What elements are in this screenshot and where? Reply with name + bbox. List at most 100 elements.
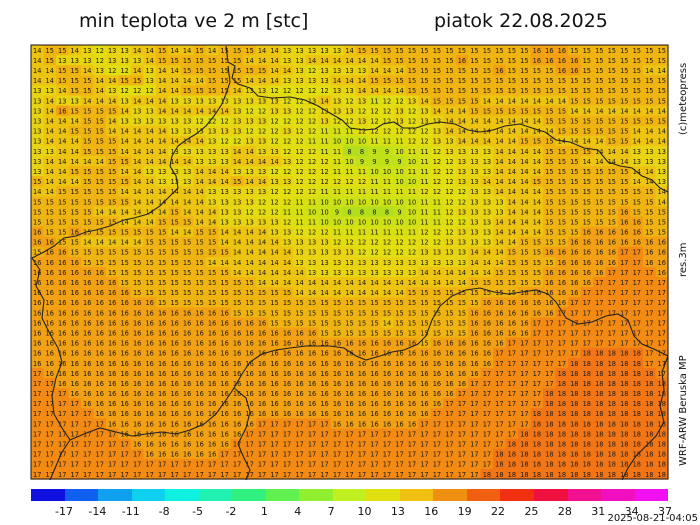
map-value-label: 15 (445, 47, 453, 55)
map-cell (168, 246, 182, 258)
map-value-label: 16 (233, 420, 241, 428)
map-cell (230, 428, 244, 440)
map-value-label: 18 (583, 360, 591, 368)
map-value-label: 12 (308, 67, 316, 75)
map-value-label: 17 (96, 461, 104, 469)
map-cell (268, 216, 282, 228)
map-cell (530, 408, 544, 420)
map-cell (405, 357, 419, 369)
map-cell (143, 277, 157, 288)
map-cell (430, 125, 444, 137)
map-value-label: 15 (483, 47, 491, 55)
map-cell (443, 307, 457, 319)
map-value-label: 15 (545, 138, 553, 146)
map-value-label: 16 (208, 360, 216, 368)
map-value-label: 12 (258, 198, 266, 206)
map-value-label: 13 (233, 218, 241, 226)
map-value-label: 15 (545, 198, 553, 206)
map-cell (580, 166, 594, 177)
map-cell (330, 196, 344, 208)
map-cell (105, 317, 120, 329)
map-cell (318, 226, 332, 238)
map-cell (268, 206, 282, 218)
map-value-label: 12 (145, 87, 153, 95)
map-value-label: 12 (383, 107, 391, 115)
map-cell (55, 337, 70, 349)
map-cell (480, 206, 494, 218)
map-value-label: 16 (83, 279, 91, 287)
map-cell (55, 357, 70, 369)
map-cell (468, 458, 482, 470)
map-value-label: 16 (83, 370, 91, 378)
map-value-label: 14 (483, 249, 491, 257)
map-cell (593, 216, 607, 228)
map-cell (280, 378, 294, 389)
map-cell (31, 408, 45, 420)
map-value-label: 15 (645, 208, 653, 216)
map-value-label: 16 (258, 329, 266, 337)
map-cell (555, 45, 569, 56)
map-cell (43, 398, 57, 409)
map-value-label: 16 (33, 259, 41, 267)
map-cell (80, 75, 95, 86)
map-cell (593, 458, 607, 470)
map-cell (243, 236, 257, 248)
map-cell (343, 95, 357, 107)
map-value-label: 14 (195, 198, 203, 206)
map-value-label: 14 (258, 57, 266, 65)
map-cell (218, 337, 232, 349)
map-value-label: 17 (308, 441, 316, 449)
map-cell (330, 135, 344, 147)
map-cell (55, 388, 70, 399)
map-cell (205, 327, 219, 339)
map-value-label: 15 (658, 118, 666, 126)
map-cell (405, 145, 419, 157)
map-cell (593, 236, 607, 248)
map-cell (455, 55, 469, 66)
map-cell (243, 438, 257, 450)
map-value-label: 17 (445, 410, 453, 418)
map-value-label: 16 (583, 249, 591, 257)
map-cell (80, 297, 95, 309)
map-cell (31, 65, 45, 76)
map-cell (543, 145, 557, 157)
map-value-label: 16 (46, 249, 54, 257)
map-cell (630, 448, 644, 460)
map-value-label: 15 (245, 67, 253, 75)
map-cell (393, 327, 407, 339)
map-value-label: 18 (620, 430, 628, 438)
map-value-label: 13 (320, 107, 328, 115)
map-value-label: 15 (583, 218, 591, 226)
map-cell (43, 256, 57, 268)
map-cell (218, 236, 232, 248)
map-cell (568, 367, 582, 379)
map-cell (593, 347, 607, 359)
map-value-label: 18 (595, 370, 603, 378)
map-value-label: 9 (372, 148, 376, 156)
map-cell (430, 65, 444, 76)
map-value-label: 16 (208, 380, 216, 388)
map-cell (205, 105, 219, 117)
map-value-label: 14 (233, 87, 241, 95)
map-value-label: 13 (345, 67, 353, 75)
map-value-label: 16 (170, 329, 178, 337)
map-value-label: 16 (58, 350, 66, 358)
map-cell (593, 287, 607, 298)
map-value-label: 13 (233, 107, 241, 115)
map-value-label: 15 (583, 77, 591, 85)
map-value-label: 15 (58, 47, 66, 55)
map-value-label: 13 (96, 67, 104, 75)
map-cell (493, 196, 507, 208)
map-value-label: 12 (108, 67, 116, 75)
map-value-label: 15 (258, 289, 266, 297)
map-cell (180, 145, 194, 157)
map-cell (31, 388, 45, 399)
map-value-label: 14 (108, 97, 116, 105)
map-value-label: 16 (195, 441, 203, 449)
map-cell (443, 55, 457, 66)
map-cell (155, 388, 169, 399)
map-cell (493, 156, 507, 167)
map-value-label: 18 (608, 420, 616, 428)
map-cell (393, 408, 407, 420)
map-value-label: 17 (520, 400, 528, 408)
